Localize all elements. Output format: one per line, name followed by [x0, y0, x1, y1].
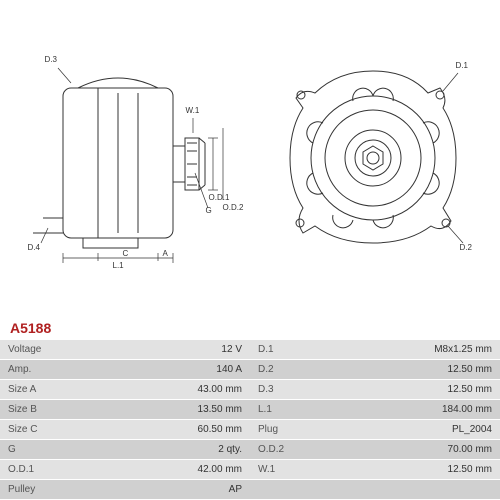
label-d3: D.3 [45, 55, 57, 64]
spec-value: 12.50 mm [340, 360, 500, 380]
side-view-svg [23, 43, 243, 273]
spec-label: D.2 [250, 360, 340, 380]
table-row: Size B13.50 mmL.1184.00 mm [0, 400, 500, 420]
spec-value [340, 480, 500, 500]
label-od1: O.D.1 [209, 193, 230, 202]
label-d2: D.2 [460, 243, 472, 252]
table-row: Voltage12 VD.1M8x1.25 mm [0, 340, 500, 360]
diagram-area: D.3 D.4 L.1 C A W.1 G O.D.1 O.D.2 [0, 0, 500, 316]
spec-value: PL_2004 [340, 420, 500, 440]
spec-label: Size C [0, 420, 90, 440]
spec-label: W.1 [250, 460, 340, 480]
label-w1: W.1 [186, 106, 200, 115]
spec-value: 2 qty. [90, 440, 250, 460]
table-row: G2 qty.O.D.270.00 mm [0, 440, 500, 460]
label-od2: O.D.2 [223, 203, 244, 212]
table-row: Size A43.00 mmD.312.50 mm [0, 380, 500, 400]
label-c: C [123, 249, 129, 258]
spec-value: 60.50 mm [90, 420, 250, 440]
spec-value: 70.00 mm [340, 440, 500, 460]
spec-label: D.3 [250, 380, 340, 400]
spec-value: AP [90, 480, 250, 500]
label-a: A [163, 249, 168, 258]
part-number: A5188 [0, 316, 500, 340]
front-view-schematic: D.1 D.2 [268, 43, 478, 273]
spec-value: 12.50 mm [340, 460, 500, 480]
table-row: PulleyAP [0, 480, 500, 500]
table-row: Amp.140 AD.212.50 mm [0, 360, 500, 380]
spec-label: Voltage [0, 340, 90, 360]
spec-value: 140 A [90, 360, 250, 380]
label-l1: L.1 [113, 261, 124, 270]
label-g: G [206, 206, 212, 215]
spec-label: Pulley [0, 480, 90, 500]
spec-label: D.1 [250, 340, 340, 360]
spec-label: Plug [250, 420, 340, 440]
spec-value: 42.00 mm [90, 460, 250, 480]
spec-label [250, 480, 340, 500]
label-d1: D.1 [456, 61, 468, 70]
spec-value: M8x1.25 mm [340, 340, 500, 360]
spec-value: 13.50 mm [90, 400, 250, 420]
table-row: O.D.142.00 mmW.112.50 mm [0, 460, 500, 480]
spec-value: 12 V [90, 340, 250, 360]
spec-label: L.1 [250, 400, 340, 420]
label-d4: D.4 [28, 243, 40, 252]
spec-label: G [0, 440, 90, 460]
spec-value: 43.00 mm [90, 380, 250, 400]
spec-label: Size A [0, 380, 90, 400]
spec-label: O.D.2 [250, 440, 340, 460]
side-view-schematic: D.3 D.4 L.1 C A W.1 G O.D.1 O.D.2 [23, 43, 243, 273]
table-row: Size C60.50 mmPlugPL_2004 [0, 420, 500, 440]
spec-label: Amp. [0, 360, 90, 380]
spec-value: 184.00 mm [340, 400, 500, 420]
spec-label: Size B [0, 400, 90, 420]
spec-value: 12.50 mm [340, 380, 500, 400]
front-view-svg [268, 43, 478, 273]
spec-label: O.D.1 [0, 460, 90, 480]
spec-table: Voltage12 VD.1M8x1.25 mmAmp.140 AD.212.5… [0, 340, 500, 500]
